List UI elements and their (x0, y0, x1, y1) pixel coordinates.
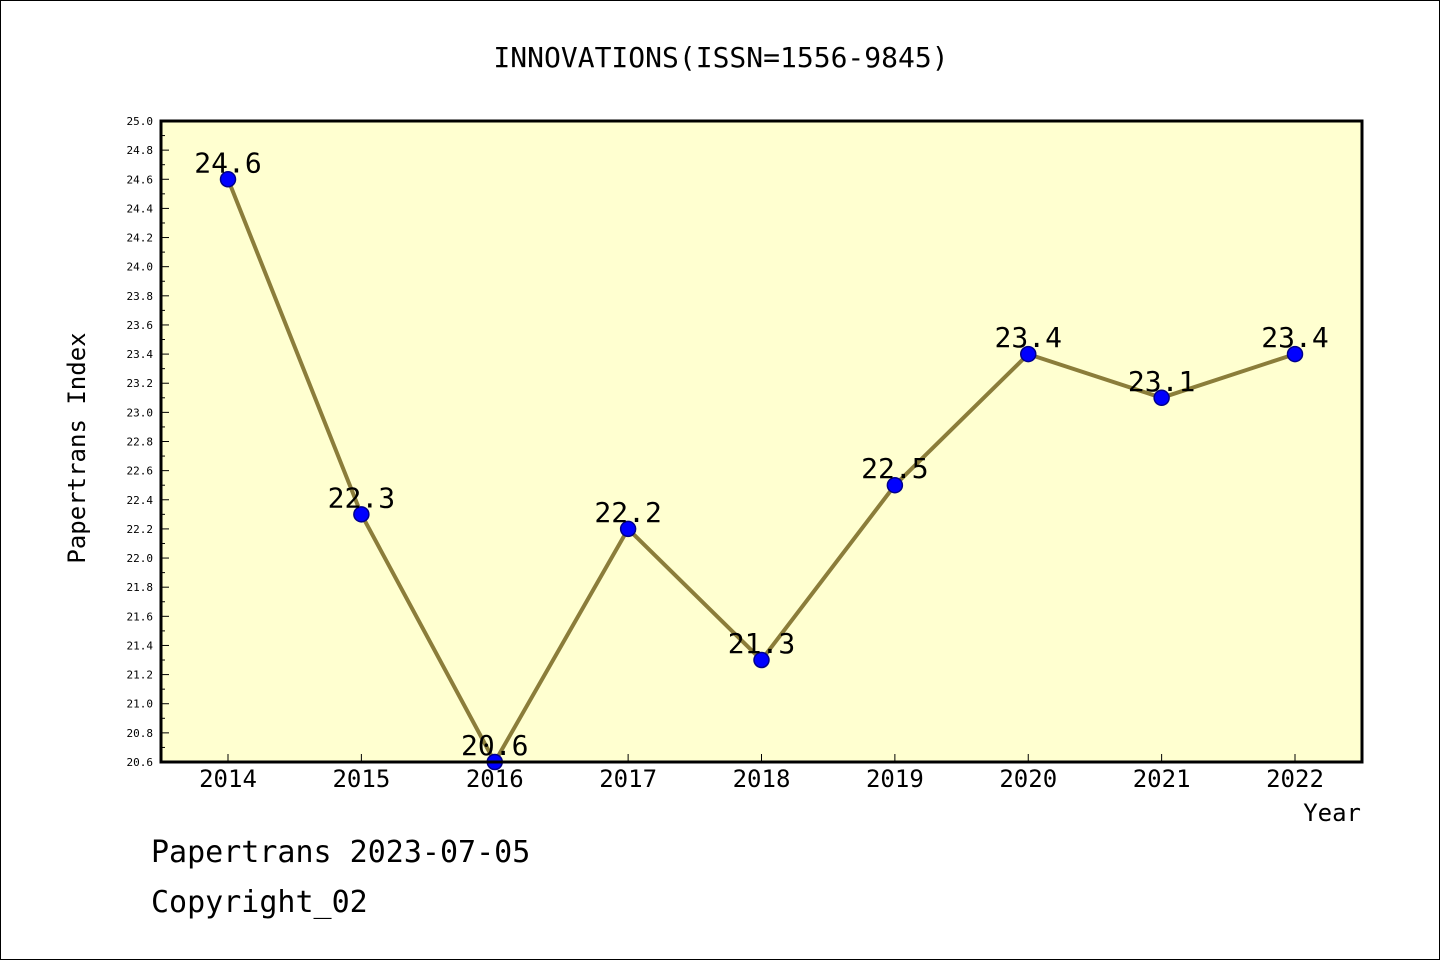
y-tick-label: 21.6 (127, 610, 154, 623)
data-point (886, 476, 904, 494)
y-tick-label: 21.8 (127, 581, 154, 594)
x-tick-label: 2017 (599, 765, 657, 793)
y-tick-label: 22.4 (127, 494, 154, 507)
data-label: 23.4 (995, 321, 1062, 354)
data-label: 24.6 (194, 146, 261, 179)
footer-date: Papertrans 2023-07-05 (151, 835, 531, 870)
x-axis-label: Year (1303, 799, 1361, 827)
plot-border (159, 119, 1364, 764)
y-tick-label: 23.4 (127, 348, 154, 361)
y-tick-label: 24.2 (127, 232, 154, 245)
y-tick-label: 24.0 (127, 261, 154, 274)
y-axis-ticks: 20.6 20.8 21.0 21.2 21.4 21.6 21.8 22.0 22.2 22.4… (127, 115, 169, 769)
y-tick-label: 21.2 (127, 669, 154, 682)
y-tick-label: 25.0 (127, 115, 154, 128)
y-tick-label: 20.6 (127, 756, 154, 769)
data-label: 20.6 (461, 729, 528, 762)
data-label: 22.3 (328, 481, 395, 514)
data-point (753, 651, 770, 669)
data-point (1286, 345, 1304, 363)
y-tick-label: 22.6 (127, 465, 154, 478)
x-axis-ticks: 2014 2015 2016 2017 2018 2019 2020 2021 2022 (199, 754, 1324, 793)
y-tick-label: 22.2 (127, 523, 154, 536)
y-tick-label: 24.8 (127, 144, 154, 157)
x-tick-label: 2015 (332, 765, 390, 793)
y-tick-label: 21.4 (127, 639, 154, 652)
x-tick-label: 2022 (1266, 765, 1324, 793)
y-tick-label: 23.6 (127, 319, 154, 332)
x-tick-label: 2014 (199, 765, 257, 793)
x-tick-label: 2020 (999, 765, 1057, 793)
x-tick-label: 2019 (866, 765, 924, 793)
y-axis-label: Papertrans Index (63, 332, 91, 563)
y-tick-label: 24.6 (127, 173, 154, 186)
x-tick-label: 2021 (1133, 765, 1191, 793)
data-point (1153, 389, 1170, 407)
y-tick-label: 23.8 (127, 290, 154, 303)
series-markers (219, 171, 1304, 771)
data-point (1020, 345, 1037, 363)
data-label: 23.1 (1128, 365, 1195, 398)
y-tick-label: 22.0 (127, 552, 154, 565)
data-labels: 24.6 22.3 20.6 22.2 21.3 22.5 23.4 23.1 23.4 (194, 146, 1328, 762)
x-tick-label: 2018 (733, 765, 791, 793)
y-tick-label: 21.0 (127, 698, 154, 711)
y-tick-label: 23.2 (127, 377, 154, 390)
data-label: 22.5 (861, 452, 928, 485)
y-tick-label: 22.8 (127, 436, 154, 449)
data-label: 22.2 (594, 496, 661, 529)
data-point (353, 506, 370, 523)
footer-copyright: Copyright_02 (151, 885, 368, 920)
chart-title: INNOVATIONS(ISSN=1556-9845) (493, 41, 948, 74)
y-tick-label: 24.4 (127, 202, 154, 215)
data-label: 23.4 (1261, 321, 1328, 354)
y-tick-label: 23.0 (127, 406, 154, 419)
y-tick-label: 20.8 (127, 727, 154, 740)
data-point (219, 171, 237, 188)
data-label: 21.3 (728, 627, 795, 660)
data-point (619, 520, 637, 538)
